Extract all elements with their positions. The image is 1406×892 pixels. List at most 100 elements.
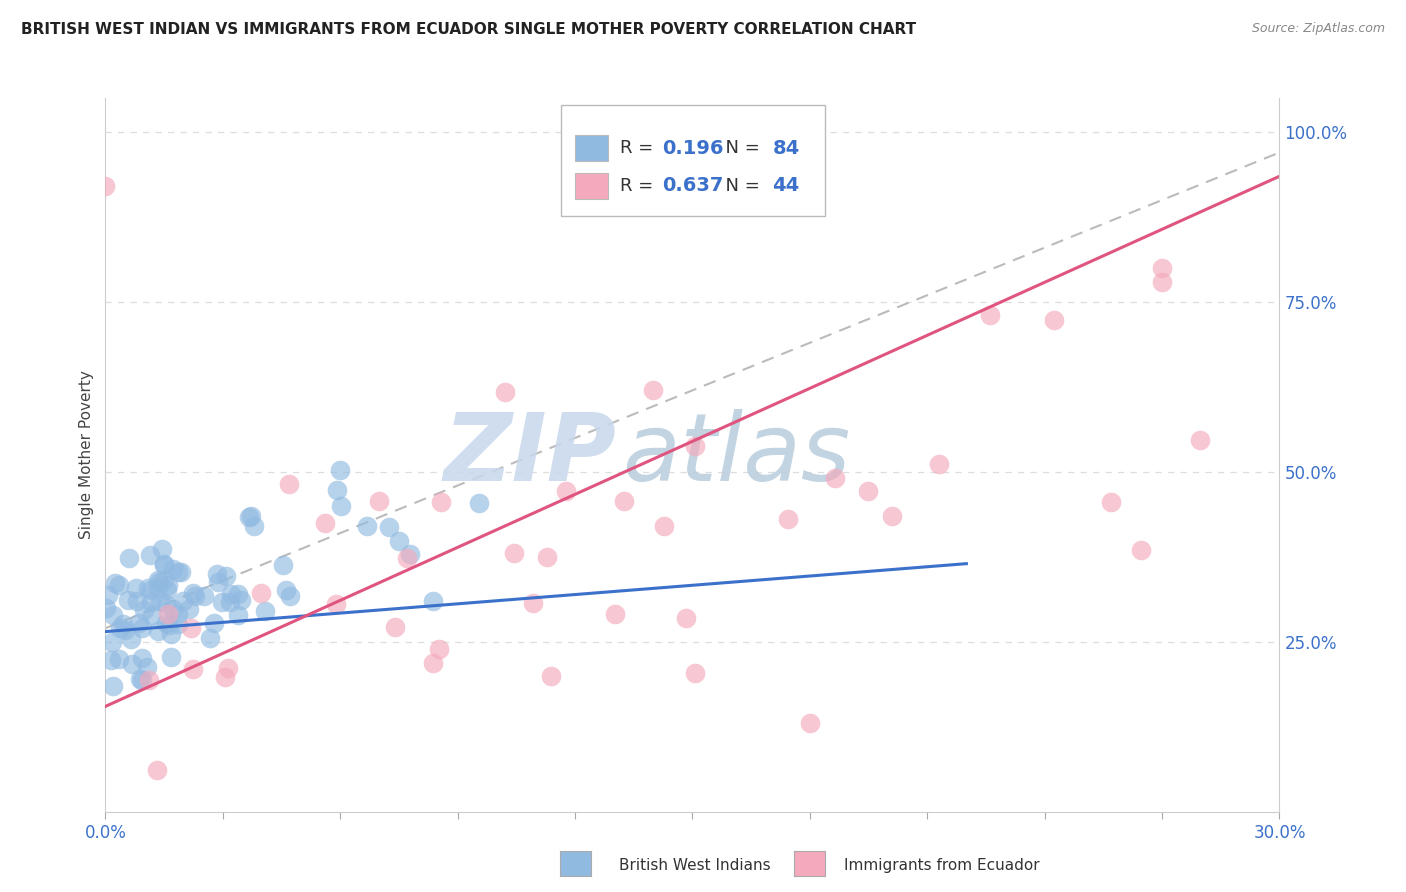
Point [217,660,239,674]
Point [1150,260,1173,275]
Text: N =: N = [714,139,765,157]
Point [613,494,636,508]
Point [356,519,378,533]
Point [928,457,950,471]
Point [156,607,179,621]
Text: 44: 44 [772,177,800,195]
Point [274,583,297,598]
Point [139,595,162,609]
Point [778,512,800,526]
FancyBboxPatch shape [561,105,825,216]
Point [536,550,558,565]
Text: R =: R = [620,139,658,157]
Point [329,499,352,513]
Point [388,533,411,548]
Point [652,518,675,533]
Point [249,586,271,600]
Point [139,583,162,598]
Point [683,439,706,453]
Point [685,666,707,681]
Point [314,516,336,531]
Point [325,597,347,611]
Point [540,669,562,683]
Point [155,597,177,611]
Point [979,308,1001,322]
Point [108,621,131,635]
Point [184,590,207,604]
Point [120,632,142,647]
Point [150,542,173,557]
Point [422,657,444,671]
Point [1099,495,1122,509]
Point [205,567,228,582]
Point [160,649,183,664]
Text: 0.637: 0.637 [662,177,723,195]
Point [138,673,160,687]
Point [132,603,155,617]
Point [427,642,450,657]
Point [226,587,249,601]
Point [155,616,177,631]
Point [231,593,253,607]
Point [429,495,451,509]
Point [139,549,162,563]
Point [97,589,120,603]
Text: atlas: atlas [621,409,851,500]
Point [146,574,169,588]
Point [214,670,236,684]
Point [880,509,903,524]
Point [273,558,295,572]
Text: ZIP: ZIP [443,409,616,501]
Point [118,550,141,565]
Point [207,574,229,589]
Point [468,496,491,510]
Point [238,509,260,524]
FancyBboxPatch shape [575,173,607,199]
Point [157,617,180,632]
Point [108,578,131,592]
Point [121,657,143,671]
Point [202,615,225,630]
Point [167,607,190,621]
Y-axis label: Single Mother Poverty: Single Mother Poverty [79,370,94,540]
Text: R =: R = [620,177,658,194]
Point [799,715,821,730]
Point [384,620,406,634]
Point [422,594,444,608]
Point [368,493,391,508]
Point [277,477,299,491]
Point [554,483,576,498]
Point [145,763,167,777]
Point [675,611,697,625]
Point [1188,433,1211,447]
Point [200,631,222,645]
Point [108,652,131,666]
Point [156,578,179,592]
Text: 84: 84 [772,138,800,158]
Point [136,581,159,595]
Point [153,558,176,573]
Point [856,484,879,499]
Point [128,616,150,631]
Point [226,608,249,623]
Point [522,596,544,610]
FancyBboxPatch shape [575,136,607,161]
Point [170,566,193,580]
Point [177,601,200,615]
Point [181,662,204,676]
Point [824,471,846,485]
Point [166,565,188,579]
Point [399,548,422,562]
Point [1150,275,1173,289]
Point [180,621,202,635]
Point [101,634,124,648]
Point [162,602,184,616]
Point [253,604,276,618]
Text: BRITISH WEST INDIAN VS IMMIGRANTS FROM ECUADOR SINGLE MOTHER POVERTY CORRELATION: BRITISH WEST INDIAN VS IMMIGRANTS FROM E… [21,22,917,37]
Point [103,608,125,623]
Point [643,384,665,398]
Point [100,653,122,667]
Point [1129,543,1152,558]
Point [146,581,169,595]
Point [112,616,135,631]
